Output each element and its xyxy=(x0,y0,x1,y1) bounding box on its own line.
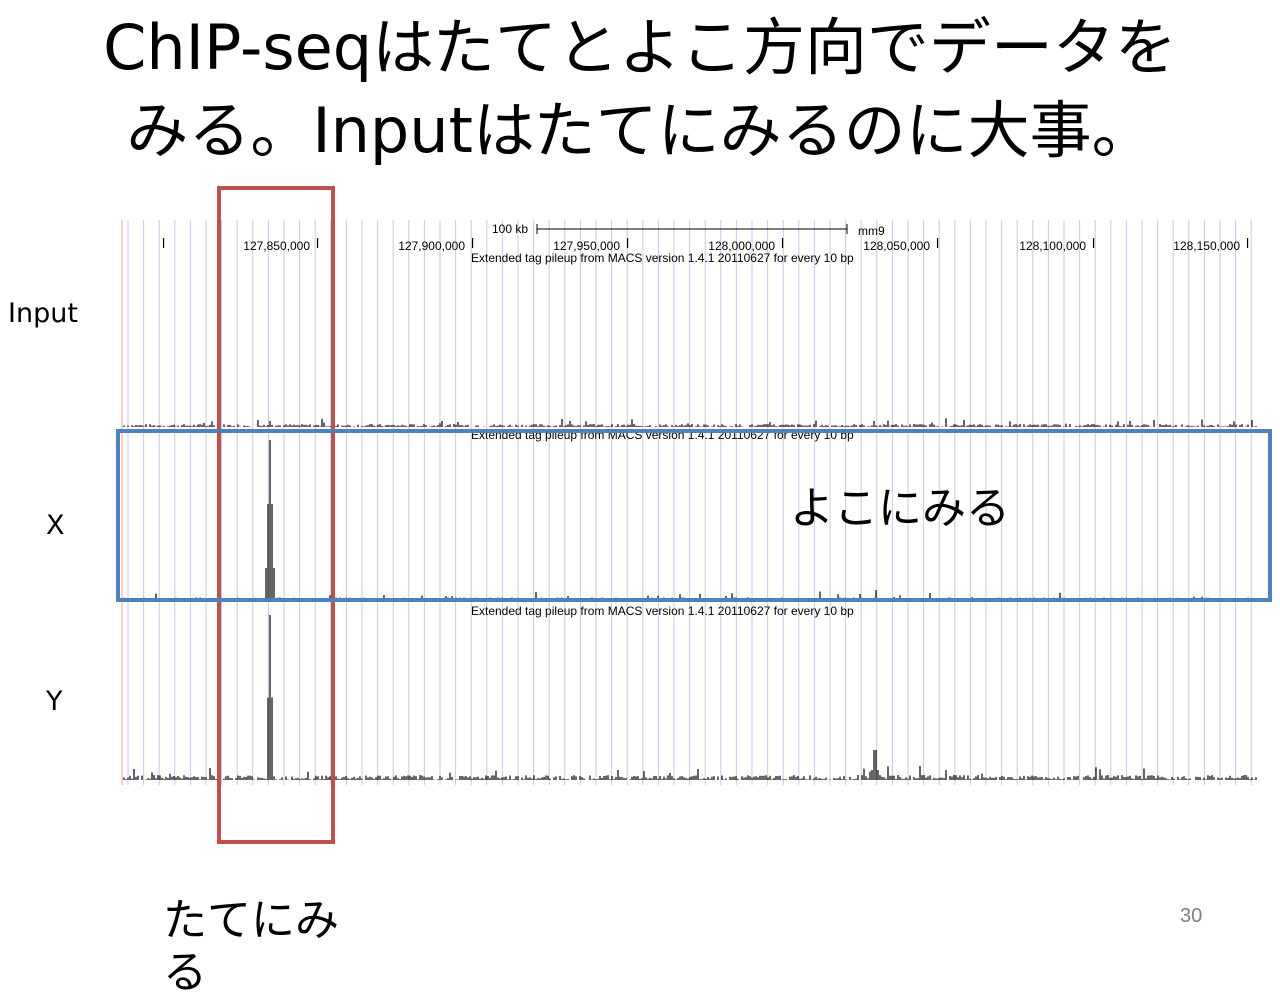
vertical-highlight-box xyxy=(217,186,335,844)
position-tick: l xyxy=(162,235,165,251)
position-tick: l xyxy=(626,235,629,251)
signal-track-y xyxy=(123,615,1257,780)
position-axis: l 127,850,000 l 127,900,000 l 127,950,000 l 128… xyxy=(162,235,1249,253)
position-label: 127,950,000 xyxy=(553,239,620,253)
track-description-y: Extended tag pileup from MACS version 1.… xyxy=(471,604,854,618)
grid-lines xyxy=(127,220,1252,785)
signal-track-input xyxy=(123,418,1257,427)
track-label-input: Input xyxy=(8,298,78,329)
position-tick: l xyxy=(471,235,474,251)
position-tick: l xyxy=(936,235,939,251)
page-number: 30 xyxy=(1180,905,1203,927)
genome-browser-view: 100 kb mm9 l 127,850,000 l 127,900,000 l 127,… xyxy=(121,220,1257,785)
position-label: 128,050,000 xyxy=(863,239,930,253)
position-tick: l xyxy=(781,235,784,251)
slide-title-line-1: ChIP-seqはたてとよこ方向でデータを xyxy=(103,11,1177,84)
horizontal-highlight-box xyxy=(116,429,1272,602)
slide-title-line-2: みる。Inputはたてにみるのに大事。 xyxy=(126,94,1154,167)
vertical-view-note-line-1: たてにみ xyxy=(163,895,339,946)
position-label: 128,100,000 xyxy=(1019,239,1086,253)
scale-label: 100 kb xyxy=(492,222,528,236)
position-label: 128,000,000 xyxy=(708,239,775,253)
position-tick: l xyxy=(316,235,319,251)
position-tick: l xyxy=(1092,235,1095,251)
assembly-label: mm9 xyxy=(858,224,885,238)
position-label: 128,150,000 xyxy=(1173,239,1240,253)
horizontal-view-note: よこにみる xyxy=(790,483,1010,534)
position-label: 127,850,000 xyxy=(243,239,310,253)
track-label-x: X xyxy=(46,510,65,541)
scale-bar: 100 kb mm9 xyxy=(492,222,885,238)
position-label: 127,900,000 xyxy=(398,239,465,253)
track-description-input: Extended tag pileup from MACS version 1.… xyxy=(471,251,854,265)
track-label-y: Y xyxy=(46,686,63,717)
vertical-view-note-line-2: る xyxy=(163,947,207,998)
position-tick: l xyxy=(1246,235,1249,251)
